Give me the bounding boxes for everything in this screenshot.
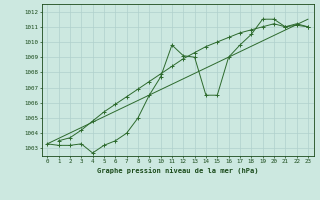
X-axis label: Graphe pression niveau de la mer (hPa): Graphe pression niveau de la mer (hPa)	[97, 167, 258, 174]
